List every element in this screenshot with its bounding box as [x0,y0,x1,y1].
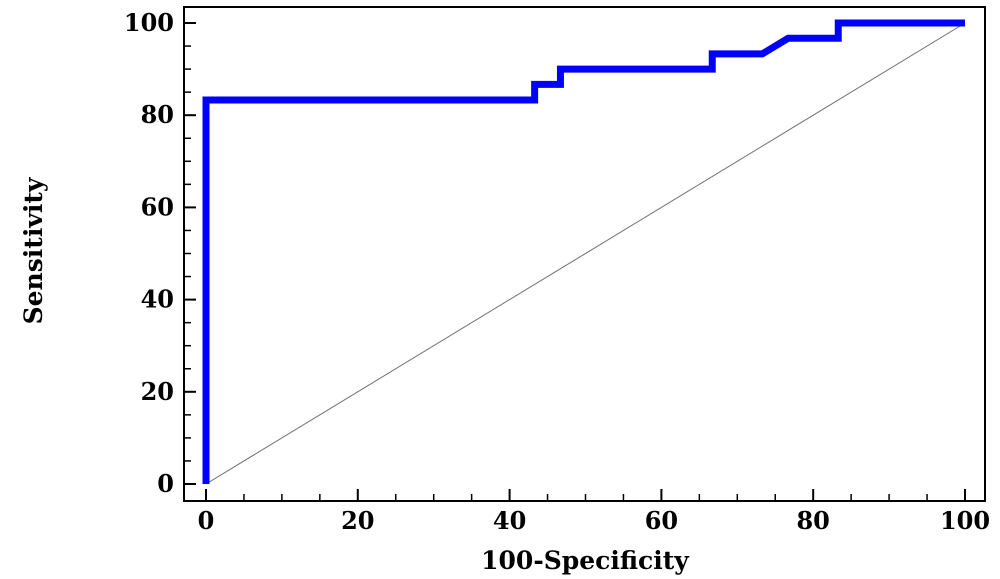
y-tick-label: 60 [141,192,174,221]
x-tick-label: 80 [796,506,829,535]
reference-diagonal-line [205,22,966,485]
tick-labels: 0 20 40 60 80 100 0 20 40 60 80 100 [124,8,990,535]
y-axis-title: Sensitivity [19,176,48,324]
y-tick-label: 80 [141,100,174,129]
x-tick-label: 40 [493,506,526,535]
x-tick-label: 20 [341,506,374,535]
axis-ticks [184,22,966,501]
x-axis-title: 100-Specificity [481,546,690,575]
y-tick-label: 40 [141,285,174,314]
x-tick-label: 60 [645,506,678,535]
x-tick-label: 100 [940,506,990,535]
x-tick-label: 0 [198,506,215,535]
y-tick-label: 100 [124,8,174,37]
y-tick-label: 0 [157,469,174,498]
roc-curve-line [202,19,965,484]
y-tick-label: 20 [141,377,174,406]
series-lines [202,19,966,485]
